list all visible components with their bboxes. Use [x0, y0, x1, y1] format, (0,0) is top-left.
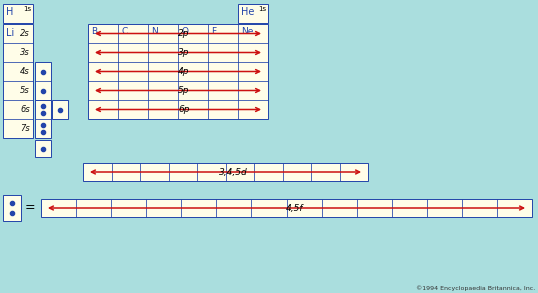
Text: =: = [25, 202, 36, 214]
Text: C: C [121, 27, 128, 36]
Bar [41, 199, 532, 217]
Text: 1s: 1s [23, 6, 31, 12]
Text: He: He [241, 7, 254, 17]
Text: F: F [211, 27, 216, 36]
Bar [83, 163, 368, 181]
Text: 3,4,5d: 3,4,5d [219, 168, 248, 176]
Text: 3p: 3p [178, 48, 190, 57]
Text: 6p: 6p [178, 105, 190, 114]
Text: 5p: 5p [178, 86, 190, 95]
Text: 3s: 3s [20, 48, 30, 57]
Bar [88, 24, 268, 119]
Text: 1s: 1s [258, 6, 266, 12]
Bar [238, 4, 268, 23]
Text: N: N [151, 27, 158, 36]
Text: 7s: 7s [20, 124, 30, 133]
Bar [35, 100, 51, 138]
Text: 2s: 2s [20, 29, 30, 38]
Text: Li: Li [6, 28, 14, 38]
Text: 4p: 4p [178, 67, 190, 76]
Bar [3, 24, 33, 138]
Text: 2p: 2p [178, 29, 190, 38]
Text: B: B [91, 27, 97, 36]
Text: O: O [181, 27, 188, 36]
Bar [3, 4, 33, 23]
Text: Ne: Ne [241, 27, 253, 36]
Bar [35, 140, 51, 157]
Bar [35, 62, 51, 100]
Text: 4,5f: 4,5f [286, 204, 303, 212]
Text: H: H [6, 7, 13, 17]
Text: 5s: 5s [20, 86, 30, 95]
Bar [3, 195, 21, 221]
Bar [52, 100, 68, 119]
Text: 4s: 4s [20, 67, 30, 76]
Text: 6s: 6s [20, 105, 30, 114]
Text: ©1994 Encyclopaedia Britannica, Inc.: ©1994 Encyclopaedia Britannica, Inc. [416, 285, 535, 291]
